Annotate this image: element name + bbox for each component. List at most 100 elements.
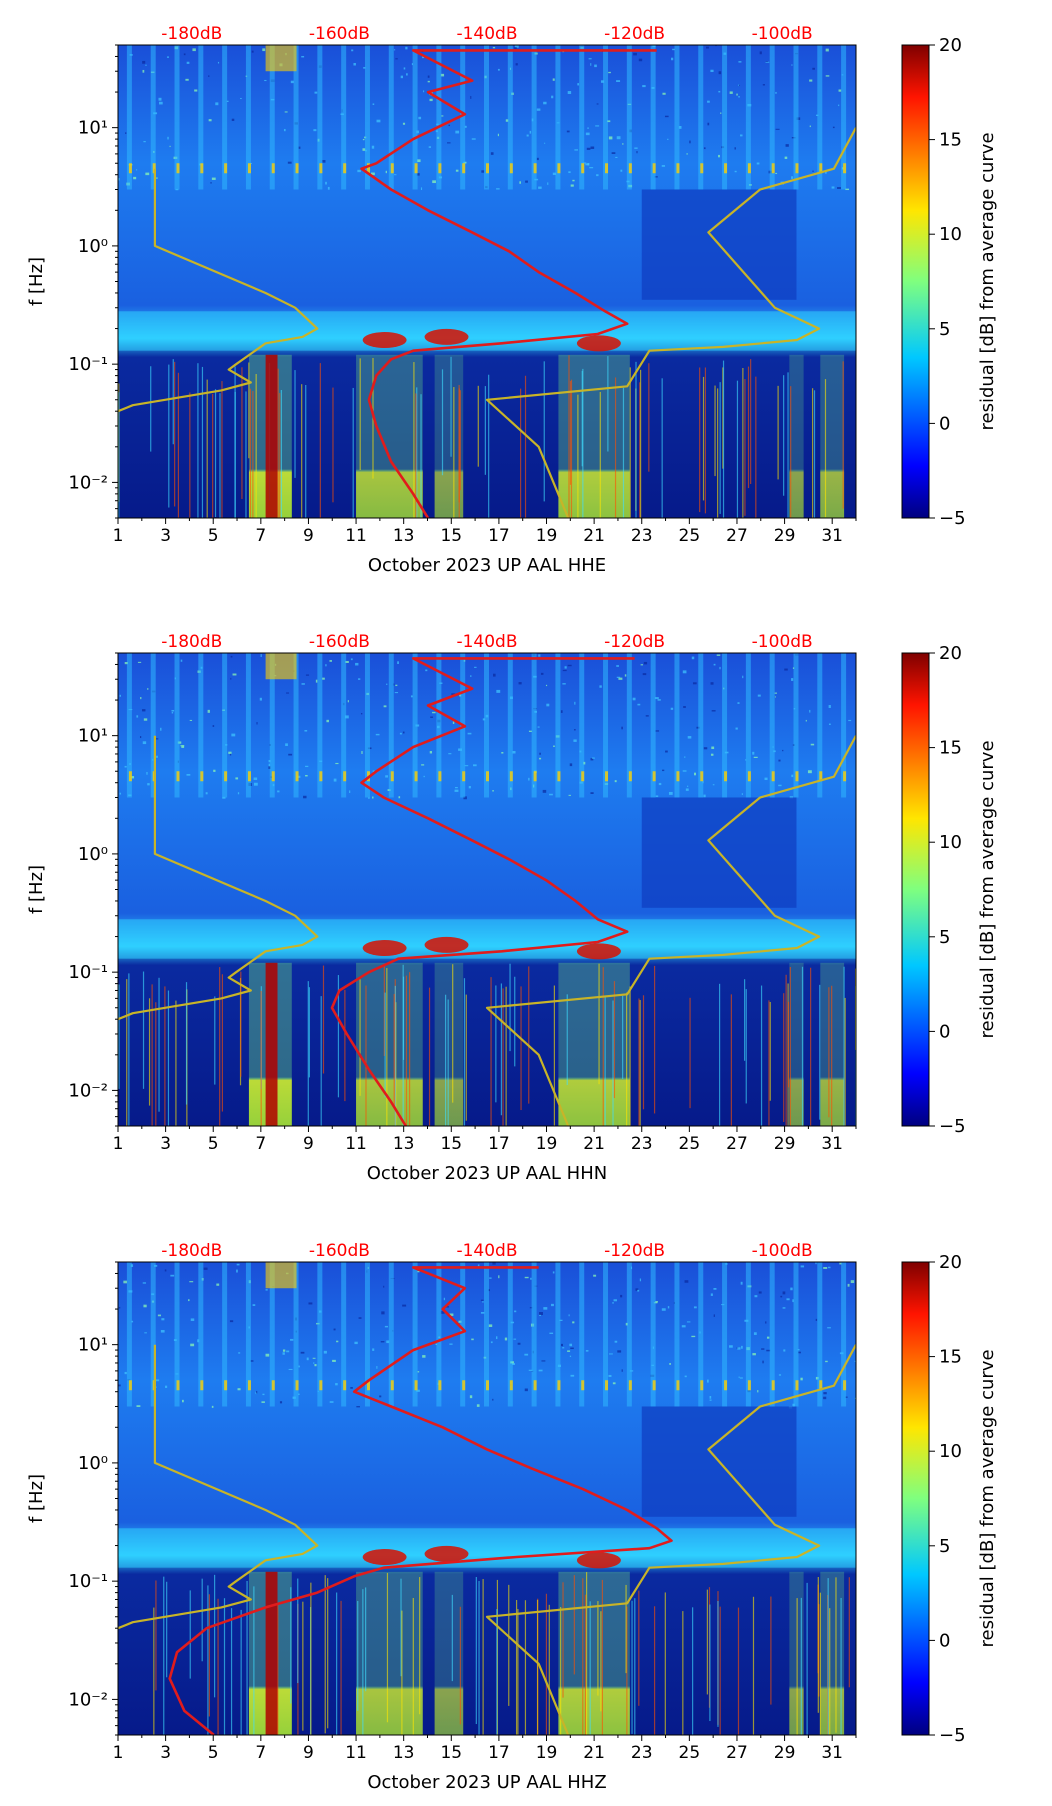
x-tick-label: 3 [160, 526, 171, 546]
upper-limit-curve [485, 735, 856, 1126]
x-tick-label: 15 [440, 1134, 462, 1154]
y-tick-label: 10¹ [78, 118, 108, 139]
y-axis-label: f [Hz] [26, 257, 47, 306]
colorbar-tick-label: 20 [939, 1252, 962, 1273]
x-tick-label: 21 [583, 1743, 605, 1763]
colorbar-tick-label: −5 [939, 508, 966, 529]
colorbar: 20 15 10 5 0 −5 residual [dB] from average cur… [901, 1252, 998, 1746]
x-tick-label: 7 [255, 1743, 266, 1763]
x-tick-label: 17 [488, 1743, 510, 1763]
y-tick-label: 10⁰ [78, 1453, 108, 1474]
colorbar-tick-label: −5 [939, 1116, 966, 1137]
x-axis-label: October 2023 UP AAL HHZ [367, 1772, 606, 1793]
x-tick-label: 3 [160, 1134, 171, 1154]
x-tick-label: 13 [393, 1134, 415, 1154]
colorbar-tick-label: 15 [939, 1347, 962, 1368]
colorbar-tick-label: 0 [939, 1021, 950, 1042]
x-tick-label: 29 [774, 1743, 796, 1763]
y-tick-label: 10¹ [78, 1335, 108, 1356]
colorbar-tick-label: 0 [939, 1630, 950, 1651]
x-tick-label: 9 [303, 526, 314, 546]
spectrogram-image [118, 1262, 856, 1735]
colorbar-gradient [901, 1261, 930, 1736]
y-tick-label: 10⁻¹ [68, 1571, 108, 1592]
noise-model-curve [360, 49, 657, 518]
y-tick-label: 10⁰ [78, 844, 108, 865]
top-db-tick-label: -180dB [161, 632, 222, 652]
x-tick-label: 19 [536, 526, 558, 546]
x-tick-label: 27 [726, 526, 748, 546]
y-tick-label: 10⁻² [68, 472, 108, 493]
colorbar-tick-label: 20 [939, 35, 962, 56]
x-tick-label: 1 [113, 1134, 124, 1154]
top-db-tick-label: -160dB [309, 1241, 370, 1261]
x-tick-label: 11 [345, 1743, 367, 1763]
top-db-tick-label: -160dB [309, 24, 370, 44]
x-tick-label: 7 [255, 1134, 266, 1154]
x-tick-label: 11 [345, 1134, 367, 1154]
top-db-tick-label: -140dB [456, 24, 517, 44]
colorbar-tick-label: 0 [939, 413, 950, 434]
x-tick-label: 29 [774, 526, 796, 546]
x-tick-label: 13 [393, 1743, 415, 1763]
colorbar-tick-label: 15 [939, 130, 962, 151]
spectrogram-image [118, 45, 856, 518]
x-tick-label: 25 [679, 526, 701, 546]
y-tick-label: 10⁻¹ [68, 354, 108, 375]
colorbar-tick-label: 10 [939, 224, 962, 245]
y-axis-label: f [Hz] [26, 865, 47, 914]
noise-model-curve [330, 657, 635, 1126]
x-tick-label: 21 [583, 526, 605, 546]
lower-limit-curve [118, 168, 319, 413]
y-tick-label: 10⁻² [68, 1689, 108, 1710]
colorbar: 20 15 10 5 0 −5 residual [dB] from average cur… [901, 35, 998, 529]
top-db-tick-label: -100dB [752, 24, 813, 44]
x-tick-label: 9 [303, 1743, 314, 1763]
y-axis-label: f [Hz] [26, 1474, 47, 1523]
x-tick-label: 23 [631, 1134, 653, 1154]
colorbar-tick-label: −5 [939, 1725, 966, 1746]
x-axis-label: October 2023 UP AAL HHN [367, 1163, 607, 1184]
y-tick-label: 10⁰ [78, 236, 108, 257]
x-tick-label: 1 [113, 1743, 124, 1763]
top-db-tick-label: -140dB [456, 1241, 517, 1261]
top-db-tick-label: -180dB [161, 24, 222, 44]
colorbar-tick-label: 5 [939, 1536, 950, 1557]
x-tick-label: 5 [208, 1134, 219, 1154]
colorbar-tick-label: 10 [939, 832, 962, 853]
x-tick-label: 19 [536, 1134, 558, 1154]
x-tick-label: 19 [536, 1743, 558, 1763]
x-tick-label: 29 [774, 1134, 796, 1154]
top-db-tick-label: -160dB [309, 632, 370, 652]
x-tick-label: 5 [208, 1743, 219, 1763]
x-tick-label: 7 [255, 526, 266, 546]
x-tick-label: 31 [821, 1134, 843, 1154]
x-tick-label: 3 [160, 1743, 171, 1763]
top-db-tick-label: -180dB [161, 1241, 222, 1261]
colorbar-label: residual [dB] from average curve [977, 1349, 998, 1647]
colorbar: 20 15 10 5 0 −5 residual [dB] from average cur… [901, 643, 998, 1137]
top-db-tick-label: -120dB [604, 1241, 665, 1261]
colorbar-tick-label: 5 [939, 927, 950, 948]
x-tick-label: 13 [393, 526, 415, 546]
colorbar-tick-label: 15 [939, 738, 962, 759]
x-tick-label: 27 [726, 1743, 748, 1763]
colorbar-tick-label: 20 [939, 643, 962, 664]
x-tick-label: 27 [726, 1134, 748, 1154]
x-tick-label: 11 [345, 526, 367, 546]
top-db-tick-label: -120dB [604, 24, 665, 44]
colorbar-label: residual [dB] from average curve [977, 740, 998, 1038]
x-tick-label: 15 [440, 1743, 462, 1763]
x-tick-label: 25 [679, 1134, 701, 1154]
x-tick-label: 31 [821, 526, 843, 546]
x-tick-label: 5 [208, 526, 219, 546]
colorbar-tick-label: 5 [939, 319, 950, 340]
x-tick-label: 17 [488, 526, 510, 546]
y-tick-label: 10¹ [78, 726, 108, 747]
x-tick-label: 15 [440, 526, 462, 546]
x-tick-label: 31 [821, 1743, 843, 1763]
